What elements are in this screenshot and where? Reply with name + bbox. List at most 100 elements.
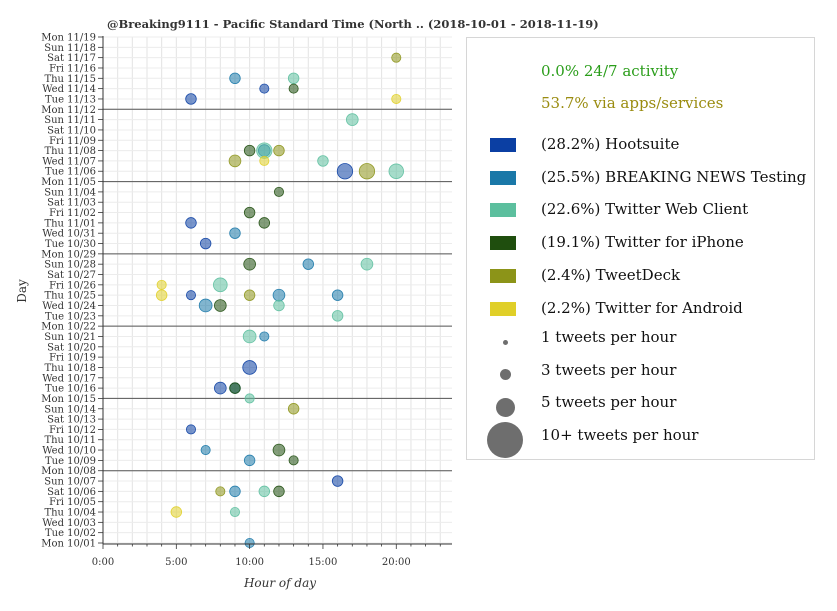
- data-point: [331, 310, 344, 322]
- y-tick-label: Thu 10/25: [44, 291, 96, 302]
- data-point: [229, 382, 241, 394]
- y-tick-label: Wed 10/31: [42, 229, 96, 240]
- data-point: [185, 424, 196, 435]
- data-point: [243, 289, 256, 301]
- legend-size-entry: 10+ tweets per hour: [467, 422, 814, 459]
- y-tick-label: Mon 10/29: [41, 249, 96, 260]
- legend-entry-label: (22.6%) Twitter Web Client: [541, 200, 749, 219]
- data-point: [272, 288, 286, 302]
- y-tick-label: Sat 11/10: [47, 125, 96, 136]
- y-axis-label: Day: [15, 279, 29, 303]
- y-tick-label: Fri 10/12: [49, 425, 96, 436]
- data-point: [288, 83, 299, 94]
- chart-axes: [102, 36, 452, 545]
- y-tick-label: Thu 10/04: [44, 508, 96, 519]
- y-tick-label: Wed 11/07: [42, 156, 96, 167]
- legend-size-label: 3 tweets per hour: [541, 360, 677, 379]
- data-point: [229, 72, 241, 85]
- data-point: [336, 163, 354, 180]
- legend-swatch: [490, 170, 516, 185]
- y-tick-label: Tue 10/09: [45, 456, 96, 467]
- y-tick-label: Tue 10/30: [45, 239, 96, 250]
- data-point: [229, 227, 241, 239]
- legend-summary-apps: 53.7% via apps/services: [541, 94, 724, 112]
- data-point: [258, 485, 271, 498]
- data-point: [242, 329, 257, 344]
- data-point: [287, 403, 300, 415]
- y-tick-label: Sun 10/14: [44, 404, 96, 415]
- y-tick-label: Mon 10/15: [41, 394, 96, 405]
- legend-size-entry: 5 tweets per hour: [467, 392, 814, 422]
- data-point: [388, 163, 404, 179]
- data-point: [185, 290, 196, 301]
- y-tick-label: Thu 10/11: [44, 435, 96, 446]
- y-tick-label: Fri 11/09: [49, 136, 96, 147]
- y-tick-label: Fri 11/16: [49, 63, 96, 74]
- data-point: [360, 257, 374, 271]
- legend-entry: (22.6%) Twitter Web Client: [467, 199, 814, 229]
- data-point: [199, 237, 212, 250]
- legend-size-dot: [499, 369, 511, 381]
- data-point: [155, 289, 168, 301]
- data-point: [198, 298, 213, 313]
- y-tick-label: Sun 11/11: [44, 115, 96, 126]
- x-tick-label: 0:00: [92, 557, 114, 568]
- x-tick-label: 15:00: [309, 557, 338, 568]
- legend-swatch: [490, 138, 516, 152]
- legend-size-label: 1 tweets per hour: [541, 328, 677, 346]
- y-tick-label: Wed 10/03: [42, 518, 96, 529]
- chart-points: [155, 52, 404, 549]
- data-point: [331, 289, 344, 301]
- legend-entry: (28.2%) Hootsuite: [467, 134, 814, 164]
- y-tick-label: Mon 11/05: [41, 177, 96, 188]
- x-tick-label: 10:00: [235, 557, 264, 568]
- legend-summary-247: 0.0% 24/7 activity: [541, 62, 679, 80]
- y-tick-label: Mon 11/19: [41, 33, 96, 44]
- y-tick-label: Wed 10/24: [42, 301, 96, 312]
- data-point: [288, 455, 299, 466]
- data-point: [287, 72, 300, 85]
- legend-entry-label: (2.4%) TweetDeck: [541, 265, 681, 284]
- y-tick-label: Mon 11/12: [41, 105, 96, 116]
- legend-entry-label: (28.2%) Hootsuite: [541, 135, 680, 153]
- data-point: [228, 154, 242, 168]
- data-point: [185, 217, 197, 229]
- data-point: [243, 206, 256, 219]
- data-point: [259, 83, 270, 94]
- y-tick-label: Mon 10/01: [41, 539, 96, 550]
- legend-entry-label: (25.5%) BREAKING NEWS Testing: [541, 167, 807, 186]
- y-tick-label: Fri 11/02: [49, 208, 96, 219]
- y-tick-label: Thu 11/08: [44, 146, 96, 157]
- data-point: [244, 393, 255, 404]
- data-point: [243, 257, 256, 271]
- legend: 0.0% 24/7 activity 53.7% via apps/servic…: [466, 37, 815, 460]
- y-tick-label: Fri 10/26: [49, 280, 96, 291]
- data-point: [391, 93, 402, 104]
- data-point: [259, 331, 270, 342]
- y-tick-label: Wed 10/17: [42, 373, 96, 384]
- data-point: [391, 52, 402, 63]
- y-tick-label: Thu 11/01: [44, 218, 96, 229]
- data-point: [215, 486, 226, 497]
- y-tick-label: Thu 10/18: [44, 363, 96, 374]
- y-tick-label: Tue 10/23: [45, 311, 96, 322]
- legend-size-label: 5 tweets per hour: [541, 393, 677, 412]
- legend-size-dot: [502, 339, 508, 345]
- data-point: [273, 299, 285, 312]
- legend-entry: (2.2%) Twitter for Android: [467, 298, 814, 328]
- y-tick-label: Tue 11/06: [45, 167, 96, 178]
- data-point: [229, 507, 240, 518]
- y-tick-label: Tue 10/16: [45, 384, 96, 395]
- y-tick-label: Sat 10/27: [47, 270, 96, 281]
- chart-title: @Breaking9111 - Pacific Standard Time (N…: [107, 17, 599, 31]
- data-point: [213, 277, 228, 293]
- data-point: [243, 454, 256, 467]
- week-separators: [103, 108, 452, 472]
- y-tick-label: Thu 11/15: [44, 74, 96, 85]
- y-tick-label: Sun 10/28: [44, 260, 96, 271]
- data-point: [358, 163, 376, 180]
- data-point: [185, 93, 197, 105]
- x-axis-label: Hour of day: [243, 576, 316, 590]
- data-point: [273, 186, 284, 197]
